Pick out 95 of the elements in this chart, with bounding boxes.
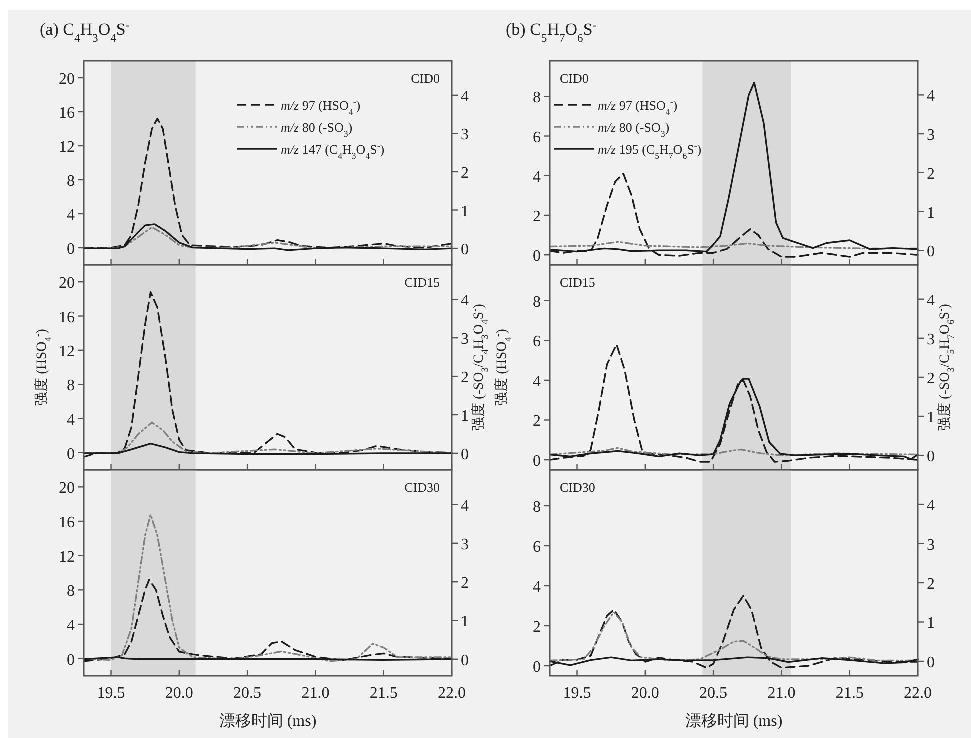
y-tick-label: 4 xyxy=(67,412,75,429)
y-tick-label: 4 xyxy=(67,618,75,634)
y-tick-label: 0 xyxy=(533,659,541,676)
annotation: CID30 xyxy=(404,480,440,495)
text: m/z 195 (C$_{5}$H$_{7}$O$_{6}$S$^{-}$) xyxy=(598,141,702,161)
y2-tick-label: 2 xyxy=(461,575,469,592)
x-tick-label: 21.0 xyxy=(302,685,330,702)
y-tick-label: 6 xyxy=(533,129,541,146)
y-tick-label: 6 xyxy=(533,539,541,556)
y2-tick-label: 2 xyxy=(927,576,935,594)
y-tick-label: 4 xyxy=(533,373,541,390)
y2-tick-label: 1 xyxy=(461,203,469,220)
y2-tick-label: 3 xyxy=(927,536,935,554)
y-tick-label: 4 xyxy=(67,207,75,224)
x-tick-label: 19.5 xyxy=(563,685,592,702)
y2-tick-label: 4 xyxy=(927,88,935,106)
x-tick-label: 19.5 xyxy=(97,685,126,702)
y2-tick-label: 1 xyxy=(461,408,469,425)
y2-tick-label: 3 xyxy=(461,126,469,144)
y2-tick-label: 2 xyxy=(927,166,935,183)
y2-tick-label: 0 xyxy=(927,244,935,261)
x-tick-label: 21.5 xyxy=(836,685,864,702)
y-tick-label: 8 xyxy=(67,378,75,395)
line-series xyxy=(549,344,919,463)
y-tick-label: 8 xyxy=(67,173,75,190)
y-tick-label: 8 xyxy=(67,583,75,600)
y2-tick-label: 2 xyxy=(461,164,469,182)
y-tick-label: 12 xyxy=(59,548,75,566)
x-tick-label: 21.0 xyxy=(768,685,796,702)
y-tick-label: 12 xyxy=(59,139,75,156)
x-tick-label: 20.5 xyxy=(700,685,728,702)
text: m/z 147 (C$_{4}$H$_{3}$O$_{4}$S$^{-}$) xyxy=(281,141,385,161)
legend-label: m/z 80 (-SO$_{3}$) xyxy=(281,120,353,139)
legend-label: m/z 97 (HSO$_{4}$$^{-}$) xyxy=(598,97,678,117)
y2-tick-label: 2 xyxy=(927,370,935,388)
x-tick-label: 20.5 xyxy=(234,685,262,702)
y-tick-label: 0 xyxy=(67,241,75,258)
y-tick-label: 0 xyxy=(533,453,541,470)
line-series xyxy=(549,241,919,250)
y-tick-label: 8 xyxy=(533,499,541,516)
legend-label: m/z 97 (HSO$_{4}$$^{-}$) xyxy=(281,97,361,117)
y2-tick-label: 3 xyxy=(461,536,469,554)
y-tick-label: 4 xyxy=(533,579,541,596)
y-tick-label: 16 xyxy=(59,309,75,326)
y-tick-label: 20 xyxy=(59,480,75,498)
y-tick-label: 6 xyxy=(533,334,541,351)
y-tick-label: 8 xyxy=(533,90,541,107)
chart-title: (b) C$_{5}$H$_{7}$O$_{6}$S$^{-}$ xyxy=(506,18,597,44)
y-tick-label: 8 xyxy=(533,294,541,311)
line-series xyxy=(549,612,919,662)
y-tick-label: 12 xyxy=(59,343,75,360)
y-tick-label: 16 xyxy=(59,514,75,532)
y2-tick-label: 1 xyxy=(927,410,935,427)
annotation: CID15 xyxy=(404,275,440,290)
y2-tick-label: 3 xyxy=(927,127,935,144)
legend-label: m/z 80 (-SO$_{3}$) xyxy=(598,120,670,139)
x-tick-label: 22.0 xyxy=(904,685,932,702)
annotation: CID0 xyxy=(560,71,589,86)
y2-tick-label: 0 xyxy=(461,242,469,259)
x-axis-title: 漂移时间 (ms) xyxy=(219,712,317,730)
y2-tick-label: 2 xyxy=(461,370,469,387)
x-axis-title: 漂移时间 (ms) xyxy=(685,712,783,730)
y-tick-label: 4 xyxy=(533,168,541,186)
y-tick-label: 0 xyxy=(67,652,75,669)
y-tick-label: 20 xyxy=(59,71,75,88)
y2-tick-label: 1 xyxy=(461,614,469,631)
y2-tick-label: 4 xyxy=(927,498,935,515)
x-tick-label: 20.0 xyxy=(165,685,194,702)
y-tick-label: 2 xyxy=(533,208,541,226)
y2-tick-label: 4 xyxy=(461,292,469,310)
y2-tick-label: 3 xyxy=(461,331,469,348)
y2-tick-label: 1 xyxy=(927,615,935,632)
x-tick-label: 22.0 xyxy=(438,685,466,702)
y2-tick-label: 4 xyxy=(461,498,469,515)
y2-tick-label: 4 xyxy=(927,292,935,310)
y2-tick-label: 1 xyxy=(927,204,935,222)
x-tick-label: 20.0 xyxy=(631,685,660,702)
y-tick-label: 0 xyxy=(67,446,75,463)
line-series xyxy=(83,514,453,662)
y2-tick-label: 0 xyxy=(927,448,935,466)
y2-tick-label: 3 xyxy=(927,331,935,348)
y2-tick-label: 0 xyxy=(927,654,935,672)
y-tick-label: 20 xyxy=(59,275,75,292)
y2-tick-label: 0 xyxy=(461,652,469,670)
x-tick-label: 21.5 xyxy=(370,685,398,702)
y2-tick-label: 4 xyxy=(461,88,469,106)
y-tick-label: 2 xyxy=(533,413,541,430)
annotation: CID30 xyxy=(560,480,596,495)
y-tick-label: 2 xyxy=(533,619,541,636)
y-tick-label: 16 xyxy=(59,105,75,122)
annotation: CID0 xyxy=(411,71,440,86)
annotation: CID15 xyxy=(560,275,596,290)
y-tick-label: 0 xyxy=(533,248,541,266)
y2-tick-label: 0 xyxy=(461,446,469,464)
chart-title: (a) C$_{4}$H$_{3}$O$_{4}$S$^{-}$ xyxy=(40,18,130,44)
